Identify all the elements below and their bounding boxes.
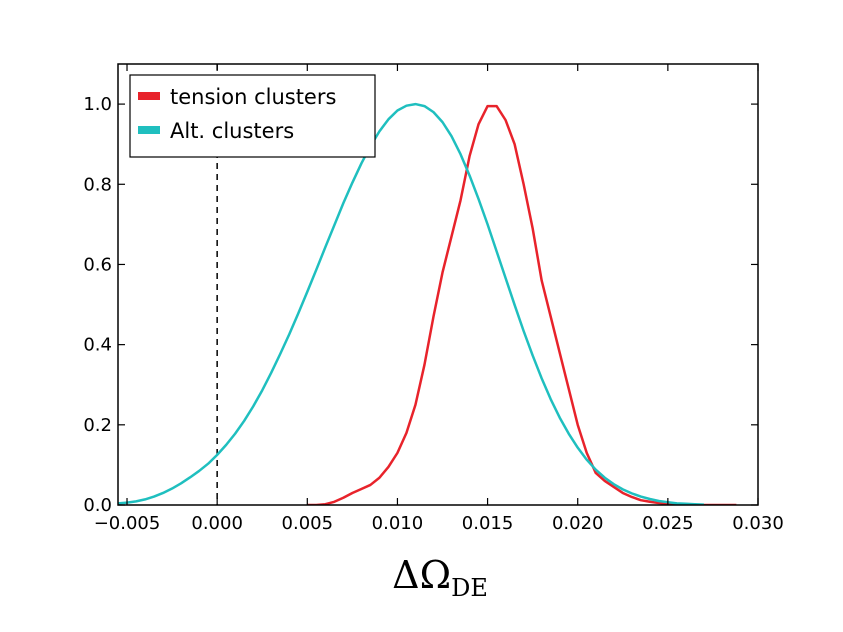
series-line-tension-clusters bbox=[307, 104, 737, 505]
x-axis-label-main: ΔΩ bbox=[392, 553, 451, 597]
x-tick-label: −0.005 bbox=[94, 513, 161, 534]
legend-swatch bbox=[138, 92, 160, 100]
plot-area: −0.005 0.000 0.005 0.010 0.015 0.020 0.025 0.03… bbox=[83, 63, 784, 534]
y-tick-label: 0.6 bbox=[83, 254, 112, 275]
x-tick-label: 0.015 bbox=[462, 513, 514, 534]
series-line-alt-clusters bbox=[118, 102, 704, 505]
y-tick-label: 0.8 bbox=[83, 174, 112, 195]
x-axis-label-subscript: DE bbox=[451, 574, 488, 602]
y-tick-label: 0.0 bbox=[83, 495, 112, 516]
legend-label: Alt. clusters bbox=[170, 119, 294, 143]
legend-label: tension clusters bbox=[170, 85, 336, 109]
y-tick-label: 0.2 bbox=[83, 415, 112, 436]
x-axis-label: ΔΩDE bbox=[392, 553, 488, 602]
x-tick-label: 0.010 bbox=[372, 513, 424, 534]
plot-frame bbox=[117, 63, 759, 506]
legend-swatch bbox=[138, 126, 160, 134]
x-tick-label: 0.020 bbox=[552, 513, 604, 534]
x-tick-label: 0.025 bbox=[642, 513, 694, 534]
y-tick-label: 1.0 bbox=[83, 94, 112, 115]
x-tick-label: 0.005 bbox=[282, 513, 334, 534]
legend-box bbox=[129, 74, 376, 158]
y-tick-label: 0.4 bbox=[83, 335, 112, 356]
x-tick-label: 0.030 bbox=[732, 513, 784, 534]
x-tick-label: 0.000 bbox=[191, 513, 243, 534]
